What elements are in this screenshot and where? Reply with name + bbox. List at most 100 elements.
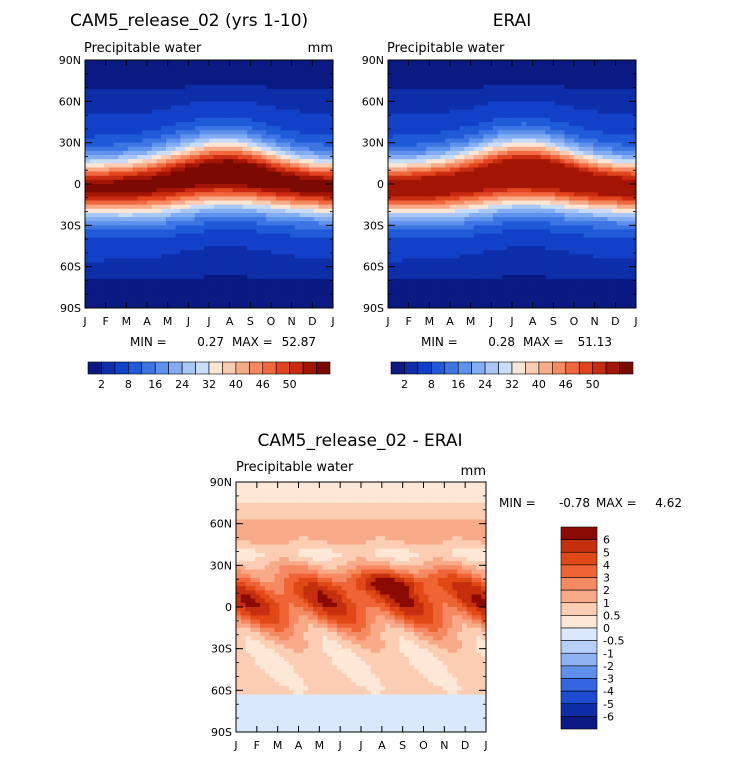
- field-cell: [170, 254, 177, 259]
- field-cell: [237, 196, 243, 202]
- field-cell: [256, 200, 263, 206]
- field-cell: [94, 254, 100, 259]
- field-cell: [516, 150, 523, 156]
- field-cell: [602, 97, 608, 102]
- field-cell: [426, 113, 432, 119]
- field-cell: [304, 299, 310, 305]
- field-cell: [397, 150, 403, 156]
- field-cell: [156, 196, 162, 202]
- field-cell: [104, 155, 110, 160]
- field-cell: [521, 175, 527, 181]
- field-cell: [578, 188, 585, 193]
- field-cell: [204, 179, 210, 185]
- field-cell: [294, 76, 301, 82]
- field-cell: [507, 117, 513, 123]
- field-cell: [161, 155, 167, 160]
- field-cell: [161, 262, 167, 268]
- field-cell: [261, 60, 267, 65]
- field-cell: [440, 163, 446, 169]
- field-cell: [170, 171, 177, 177]
- field-cell: [454, 142, 461, 148]
- field-cell: [597, 179, 604, 185]
- field-cell: [309, 109, 315, 115]
- field-cell: [261, 262, 267, 268]
- field-cell: [507, 138, 513, 144]
- field-cell: [621, 171, 628, 177]
- field-cell: [294, 60, 301, 65]
- field-cell: [204, 93, 210, 98]
- field-cell: [166, 208, 172, 214]
- field-cell: [151, 287, 158, 293]
- field-cell: [104, 117, 110, 123]
- field-cell: [266, 188, 272, 193]
- field-cell: [204, 266, 210, 272]
- field-cell: [550, 175, 556, 181]
- field-cell: [137, 113, 143, 119]
- field-cell: [430, 192, 437, 197]
- field-cell: [564, 101, 570, 107]
- field-cell: [156, 283, 162, 288]
- field-cell: [166, 266, 172, 272]
- field-cell: [151, 279, 158, 284]
- field-cell: [407, 130, 413, 135]
- field-cell: [147, 134, 153, 140]
- field-cell: [247, 188, 253, 193]
- field-cell: [271, 84, 277, 90]
- field-cell: [266, 142, 272, 148]
- field-cell: [118, 60, 124, 65]
- field-cell: [247, 88, 253, 94]
- field-cell: [454, 97, 461, 102]
- field-cell: [242, 155, 248, 160]
- field-cell: [313, 262, 320, 268]
- field-cell: [593, 64, 599, 69]
- field-cell: [535, 64, 542, 69]
- field-cell: [597, 64, 604, 69]
- field-cell: [118, 138, 124, 144]
- field-cell: [583, 122, 589, 127]
- field-cell: [166, 72, 172, 78]
- field-cell: [123, 93, 129, 98]
- field-cell: [602, 138, 608, 144]
- field-cell: [435, 134, 442, 140]
- field-cell: [242, 163, 248, 169]
- field-cell: [242, 262, 248, 268]
- field-cell: [232, 241, 239, 247]
- field-cell: [251, 192, 258, 197]
- field-cell: [166, 217, 172, 222]
- field-cell: [550, 167, 556, 173]
- field-cell: [189, 134, 196, 140]
- field-cell: [247, 283, 253, 288]
- field-cell: [104, 113, 110, 119]
- field-cell: [199, 97, 205, 102]
- field-cell: [113, 171, 119, 177]
- field-cell: [392, 76, 399, 82]
- field-cell: [578, 113, 585, 119]
- field-cell: [213, 303, 220, 308]
- field-cell: [464, 155, 470, 160]
- field-cell: [435, 146, 442, 152]
- field-cell: [488, 109, 494, 115]
- field-cell: [531, 80, 537, 86]
- field-cell: [218, 163, 224, 169]
- field-cell: [516, 64, 523, 69]
- field-cell: [175, 200, 181, 206]
- field-cell: [132, 225, 139, 231]
- field-cell: [497, 88, 504, 94]
- field-cell: [204, 159, 210, 164]
- field-cell: [147, 212, 153, 218]
- field-cell: [323, 229, 329, 235]
- field-cell: [127, 150, 134, 156]
- field-cell: [323, 72, 329, 78]
- field-cell: [554, 184, 561, 189]
- field-cell: [275, 163, 282, 169]
- field-cell: [175, 229, 181, 235]
- field-cell: [123, 192, 129, 197]
- field-cell: [588, 68, 594, 73]
- field-cell: [521, 188, 527, 193]
- field-cell: [228, 295, 234, 301]
- field-cell: [266, 155, 272, 160]
- field-cell: [492, 138, 499, 144]
- field-cell: [209, 150, 215, 156]
- field-cell: [290, 122, 296, 127]
- field-cell: [123, 113, 129, 119]
